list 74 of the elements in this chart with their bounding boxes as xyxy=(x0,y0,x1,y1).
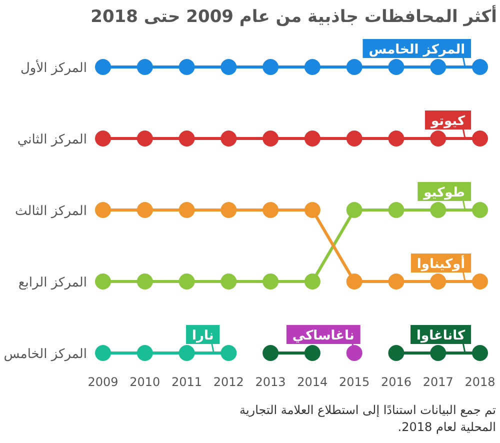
point xyxy=(388,202,404,218)
x-tick-label: 2014 xyxy=(297,375,328,389)
point xyxy=(136,274,153,290)
point xyxy=(388,59,404,75)
point xyxy=(472,59,488,75)
point xyxy=(472,345,488,361)
text: تم جمع البيانات استنادًا إلى استطلاع العلامة التجارية المحلية لعام 2018. xyxy=(238,402,496,436)
point xyxy=(178,274,195,290)
point xyxy=(95,274,111,290)
point xyxy=(346,59,362,75)
point xyxy=(430,274,446,290)
x-tick-label: 2013 xyxy=(255,375,286,389)
point xyxy=(178,202,195,218)
x-tick-label: 2010 xyxy=(130,375,160,389)
text: المركز الثاني xyxy=(17,132,87,148)
point xyxy=(95,345,111,361)
point xyxy=(178,59,195,75)
x-tick-label: 2018 xyxy=(464,375,496,389)
x-tick-label: 2016 xyxy=(380,375,412,389)
point xyxy=(220,202,237,218)
point xyxy=(262,202,279,218)
series-label: ناغاساكي xyxy=(292,328,354,344)
point xyxy=(220,274,237,290)
point xyxy=(220,59,237,75)
series-label: طوكيو xyxy=(422,186,466,200)
text: المركز الأول xyxy=(20,59,87,76)
point xyxy=(262,274,279,290)
point xyxy=(136,345,153,361)
series-label: كاناغاوا xyxy=(416,328,466,344)
point xyxy=(346,274,362,290)
point xyxy=(430,59,446,75)
point xyxy=(472,130,488,146)
point xyxy=(430,202,446,218)
point xyxy=(430,130,446,146)
point xyxy=(304,274,320,290)
point xyxy=(304,202,320,218)
point xyxy=(304,59,320,75)
point xyxy=(136,130,153,146)
point xyxy=(178,345,195,361)
x-tick-label: 2009 xyxy=(88,375,118,389)
series-label: نارا xyxy=(192,328,214,344)
text: المركز الثالث xyxy=(15,204,87,219)
point xyxy=(136,59,153,75)
x-tick-label: 2011 xyxy=(172,375,202,389)
point xyxy=(346,130,362,146)
chart-title: أكثر المحافظات جاذبية من عام 2009 حتى 2018 xyxy=(90,5,497,27)
x-tick-label: 2017 xyxy=(422,375,454,389)
text: المركز الخامس xyxy=(4,347,87,362)
point xyxy=(346,202,362,218)
point xyxy=(136,202,153,218)
series-label: المركز الخامس xyxy=(368,42,466,58)
point xyxy=(95,130,111,146)
point xyxy=(262,345,279,361)
point xyxy=(472,274,488,290)
series-label: كيوتو xyxy=(430,114,466,129)
point xyxy=(220,130,237,146)
point xyxy=(388,130,404,146)
point xyxy=(262,130,279,146)
point xyxy=(472,202,488,218)
series-label: أوكيناوا xyxy=(416,255,466,272)
point xyxy=(304,130,320,146)
point xyxy=(178,130,195,146)
point xyxy=(262,59,279,75)
point xyxy=(430,345,446,361)
x-tick-label: 2015 xyxy=(339,375,370,389)
x-tick-label: 2012 xyxy=(213,375,244,389)
point xyxy=(346,345,362,361)
point xyxy=(220,345,237,361)
point xyxy=(95,59,111,75)
point xyxy=(388,345,404,361)
point xyxy=(304,345,320,361)
point xyxy=(95,202,111,218)
point xyxy=(388,274,404,290)
text: المركز الرابع xyxy=(18,276,87,290)
